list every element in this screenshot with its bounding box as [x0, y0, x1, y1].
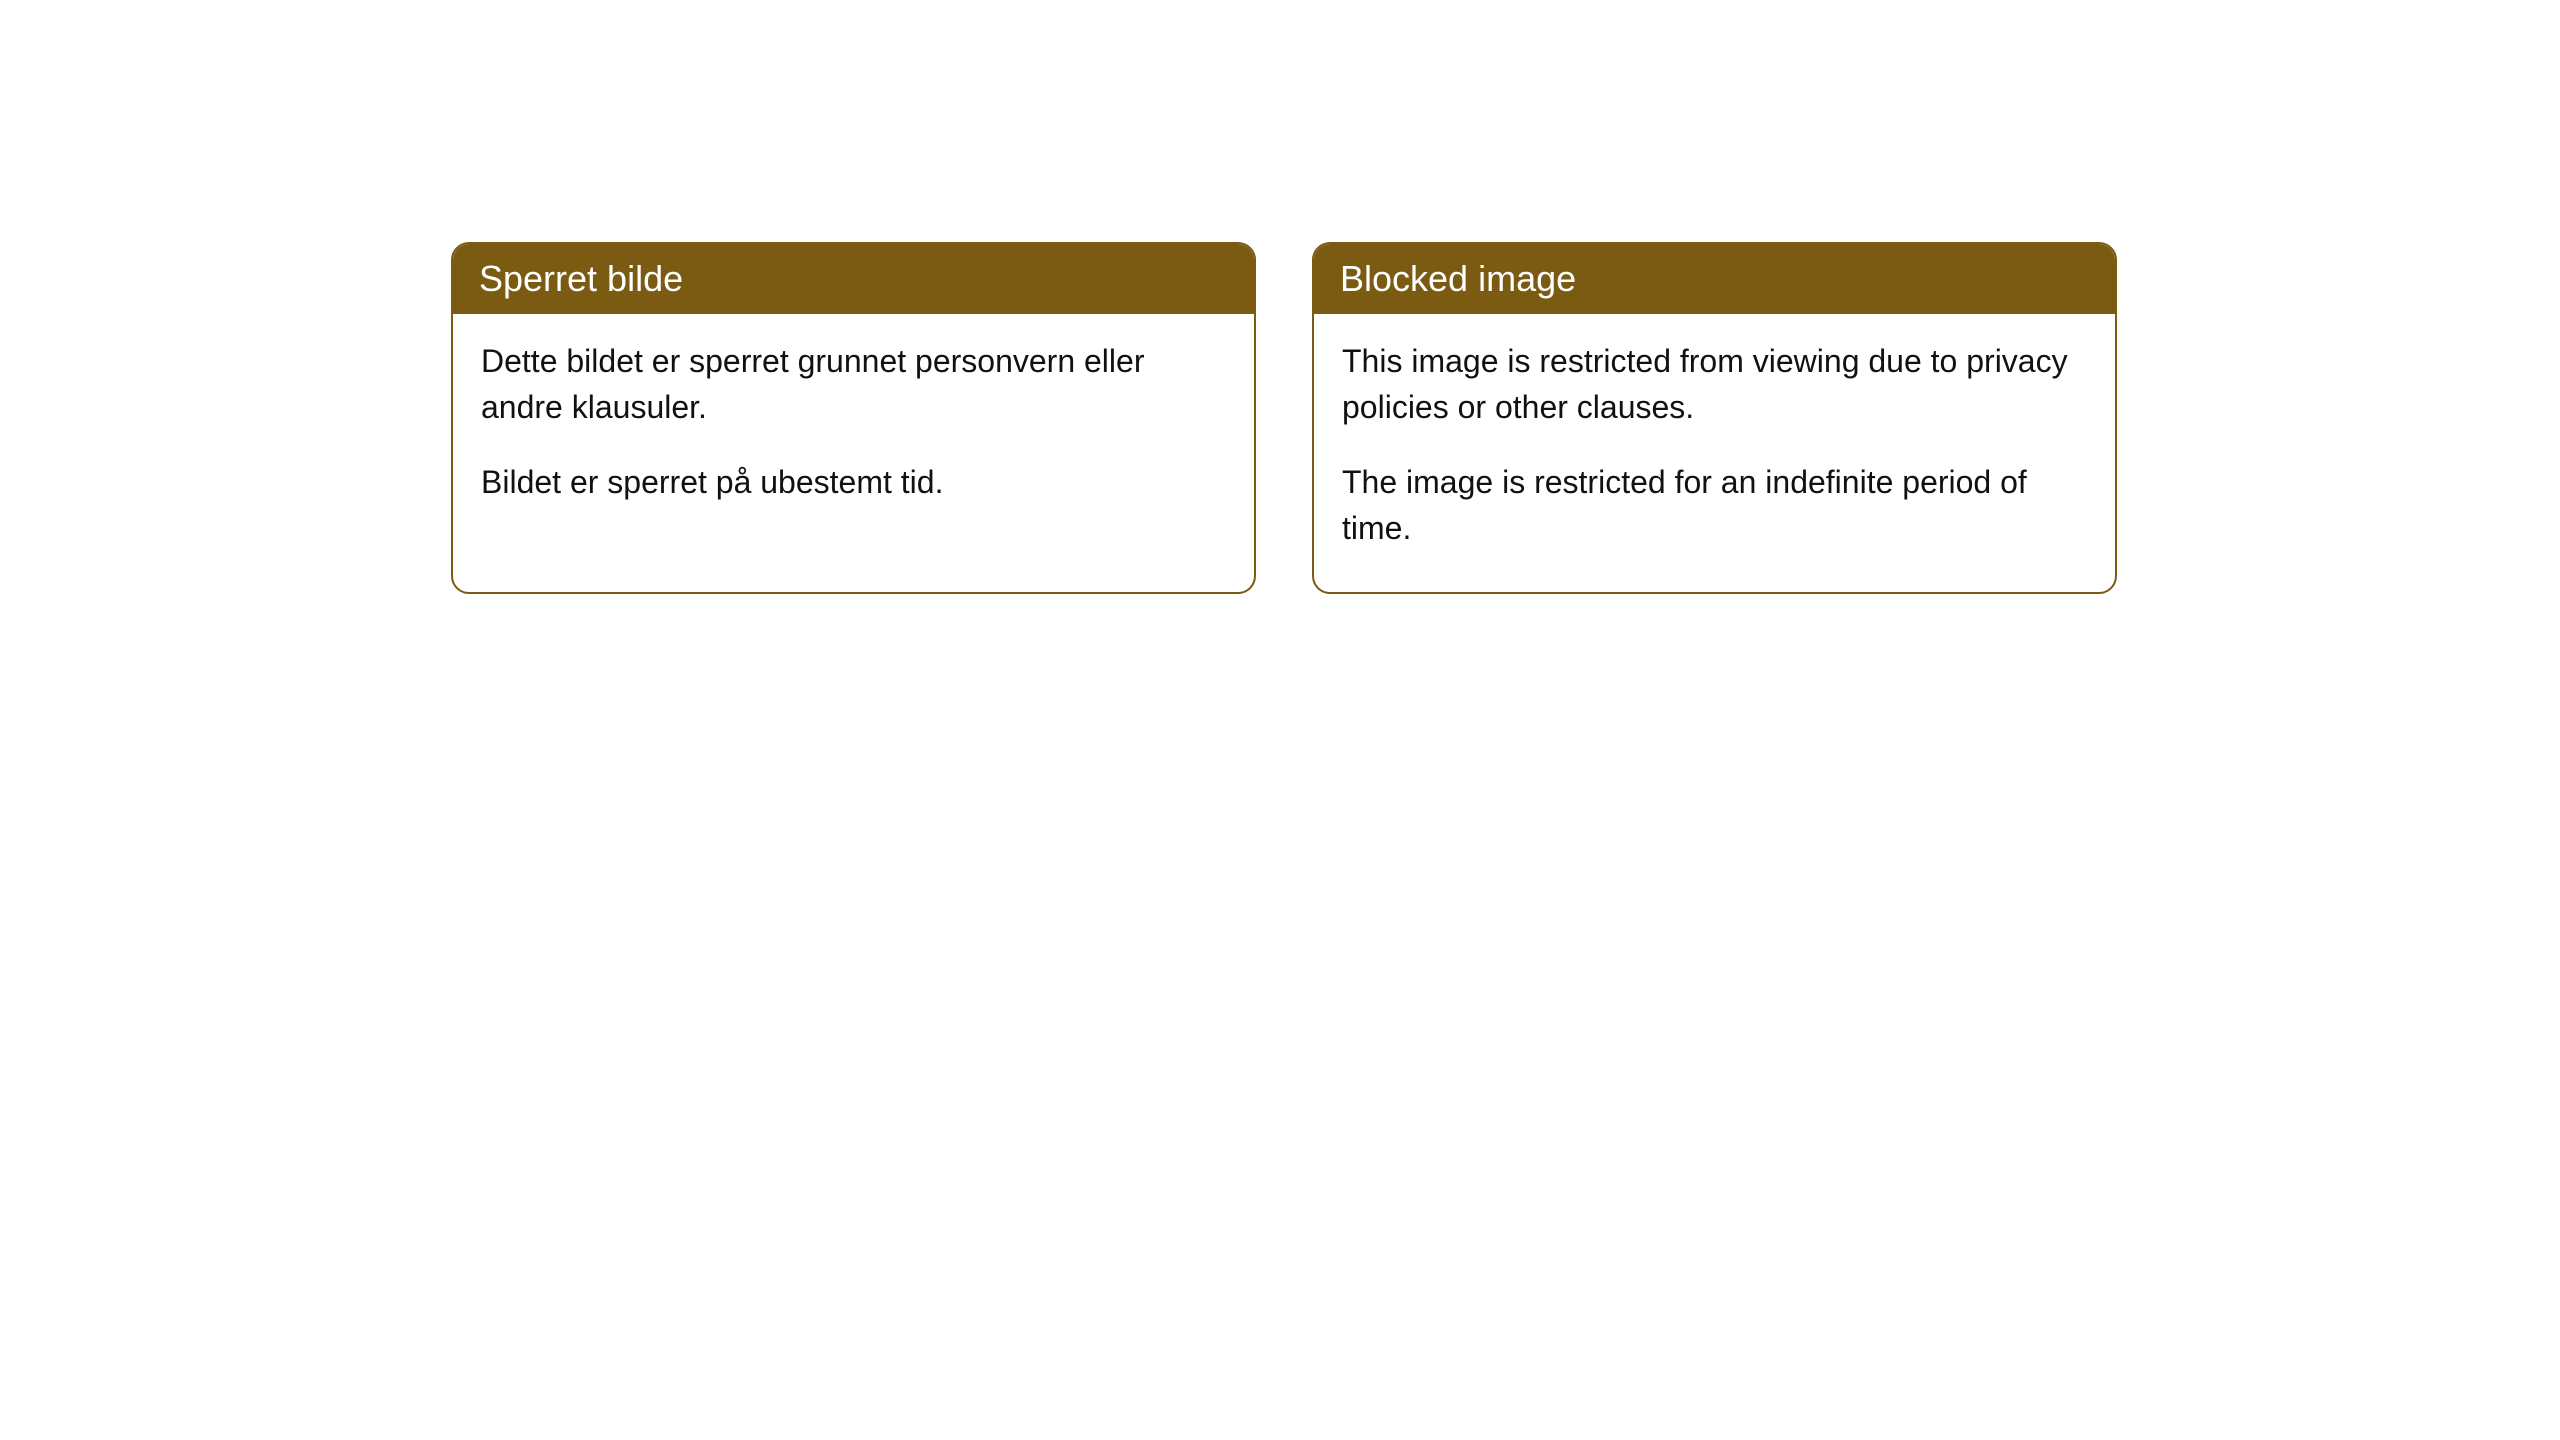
card-paragraph-1-norwegian: Dette bildet er sperret grunnet personve… — [481, 338, 1226, 431]
card-title-norwegian: Sperret bilde — [479, 258, 683, 299]
blocked-image-card-norwegian: Sperret bilde Dette bildet er sperret gr… — [451, 242, 1256, 594]
card-header-english: Blocked image — [1314, 244, 2115, 314]
card-paragraph-1-english: This image is restricted from viewing du… — [1342, 338, 2087, 431]
blocked-image-card-english: Blocked image This image is restricted f… — [1312, 242, 2117, 594]
card-body-norwegian: Dette bildet er sperret grunnet personve… — [453, 314, 1254, 545]
card-body-english: This image is restricted from viewing du… — [1314, 314, 2115, 592]
notice-cards-container: Sperret bilde Dette bildet er sperret gr… — [451, 242, 2117, 594]
card-paragraph-2-norwegian: Bildet er sperret på ubestemt tid. — [481, 459, 1226, 505]
card-title-english: Blocked image — [1340, 258, 1576, 299]
card-paragraph-2-english: The image is restricted for an indefinit… — [1342, 459, 2087, 552]
card-header-norwegian: Sperret bilde — [453, 244, 1254, 314]
